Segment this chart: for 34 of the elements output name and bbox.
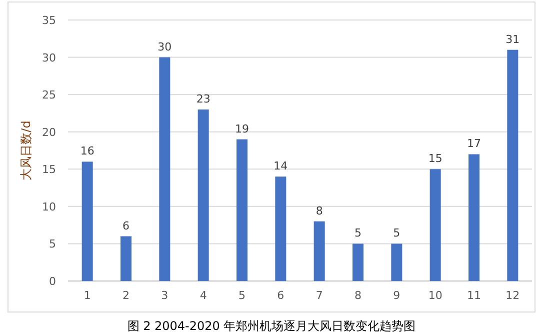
text: 图 2 2004-2020 年郑州机场逐月大风日数变化趋势图 <box>127 319 416 333</box>
y-tick-label: 20 <box>42 126 56 139</box>
data-label: 30 <box>158 40 172 54</box>
bar <box>391 244 402 281</box>
data-label: 17 <box>467 137 481 150</box>
data-label: 14 <box>274 160 288 173</box>
y-tick-label: 35 <box>42 14 56 27</box>
bar <box>236 139 248 281</box>
bar <box>430 169 441 281</box>
y-tick-label: 15 <box>42 163 56 176</box>
bar <box>198 109 209 281</box>
data-label: 23 <box>196 92 210 106</box>
data-label: 5 <box>393 226 400 240</box>
data-label: 31 <box>506 32 520 46</box>
data-label: 16 <box>80 144 94 158</box>
bar <box>120 236 132 281</box>
data-label: 8 <box>316 204 323 218</box>
data-label: 19 <box>235 122 249 136</box>
data-label: 15 <box>428 152 442 166</box>
y-tick-label: 30 <box>42 51 56 64</box>
y-tick-label: 5 <box>49 238 56 251</box>
bar <box>468 154 480 281</box>
bar <box>507 50 518 281</box>
data-label: 6 <box>122 219 130 232</box>
bar <box>352 244 364 281</box>
bar <box>314 221 325 281</box>
data-label: 5 <box>354 226 362 240</box>
y-tick-label: 10 <box>42 200 56 214</box>
y-axis-title: 大风日数/d <box>19 120 33 180</box>
y-tick-label: 0 <box>49 275 56 288</box>
y-tick-label: 25 <box>42 88 56 102</box>
bar <box>275 176 286 281</box>
bar <box>82 162 93 281</box>
bar <box>159 57 170 281</box>
